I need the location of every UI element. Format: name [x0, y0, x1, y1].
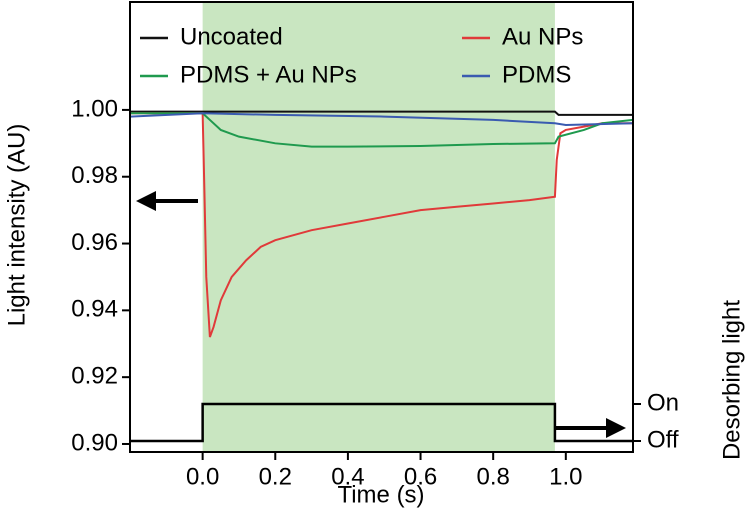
series-line — [130, 110, 633, 116]
y-tick-label: 0.96 — [71, 229, 118, 256]
series-line — [130, 112, 633, 126]
series-line — [130, 112, 633, 338]
x-tick-label: 0.6 — [404, 463, 437, 490]
shaded-region — [202, 2, 555, 452]
x-axis-label: Time (s) — [337, 481, 424, 508]
y-tick-label: 0.98 — [71, 162, 118, 189]
x-tick-label: 0.0 — [186, 463, 219, 490]
y-tick-label: 0.92 — [71, 363, 118, 390]
legend-label: PDMS — [502, 61, 571, 88]
x-tick-label: 0.2 — [259, 463, 292, 490]
y-tick-label: 0.94 — [71, 296, 118, 323]
y-axis-label: Light intensity (AU) — [3, 124, 30, 327]
series-line — [130, 112, 633, 148]
y-tick-label: 1.00 — [71, 95, 118, 122]
series-line — [130, 402, 633, 443]
legend-label: PDMS + Au NPs — [180, 61, 357, 88]
y-tick-label: 0.90 — [71, 429, 118, 456]
lines-layer — [130, 110, 633, 443]
y2-axis-label: Desorbing light — [718, 300, 745, 460]
plot-frame — [129, 1, 634, 453]
legend-label: Au NPs — [502, 23, 583, 50]
legend-label: Uncoated — [180, 23, 283, 50]
x-tick-label: 0.8 — [476, 463, 509, 490]
x-tick-label: 1.0 — [549, 463, 582, 490]
y2-tick-label: On — [647, 389, 679, 416]
x-tick-label: 0.4 — [331, 463, 364, 490]
y2-tick-label: Off — [647, 426, 679, 453]
shade-layer — [202, 2, 555, 452]
